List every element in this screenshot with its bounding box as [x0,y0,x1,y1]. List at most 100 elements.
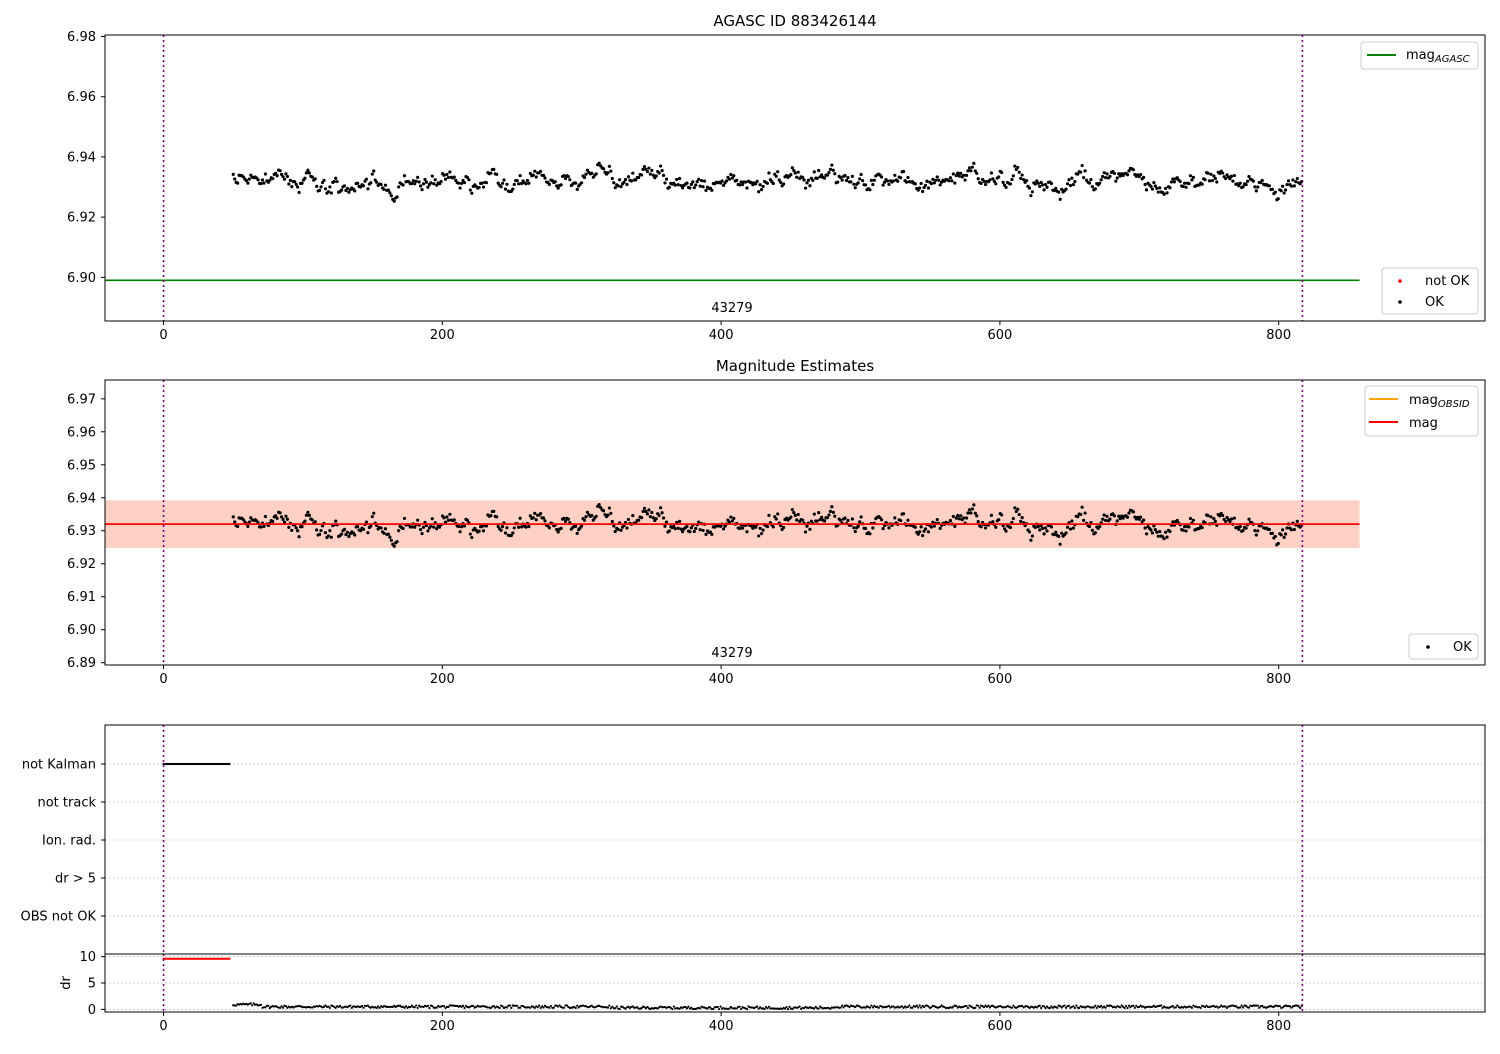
ok-point [597,161,601,165]
not-kalman-point [168,762,171,766]
ok-point [660,168,664,173]
ok-point [275,174,279,178]
dr-large-point [194,957,197,960]
ok-point [524,182,528,186]
ok-point [619,184,623,189]
ok-point [1004,529,1008,533]
ok-point [1206,514,1210,518]
dr-point [914,1005,917,1008]
ok-point [793,513,797,517]
ok-point [918,186,922,190]
ok-point [1013,506,1017,510]
ok-point [1022,178,1026,182]
magnitude-y-tick-label: 6.97 [67,392,96,407]
ok-point [477,529,481,533]
dr-point [915,1004,918,1007]
ok-point [1043,526,1048,530]
dr-point [1261,1004,1264,1008]
ok-point [326,190,330,194]
ok-point [395,539,399,544]
ok-point [817,168,821,173]
ok-point [1150,187,1155,191]
ok-point [366,531,370,535]
dr-large-point [222,957,225,960]
dr-large-point [191,957,194,960]
ok-point [470,535,474,540]
ok-point [612,181,616,185]
ok-point [964,173,969,177]
dr-point [394,1006,397,1009]
dr-point [1072,1005,1075,1008]
ok-point [934,178,938,182]
dr-large-point [171,957,174,960]
ok-point [528,514,532,518]
ok-point [932,181,936,185]
ok-point [519,525,524,529]
dr-point [716,1005,719,1009]
ok-point [919,181,923,186]
ok-point [647,166,651,170]
ok-point [761,184,765,189]
dr-point [817,1007,820,1010]
dr-point [901,1005,904,1008]
dr-point [738,1005,741,1008]
ok-point [710,188,714,192]
ok-point [418,527,423,532]
magnitude-y-tick-label: 6.91 [67,590,96,605]
ok-point [1030,190,1034,194]
ok-point [345,186,350,191]
ok-point [701,185,705,189]
ok-point [970,165,974,169]
ok-point [831,510,835,514]
ok-point [858,520,862,524]
ok-point [500,181,505,185]
ok-point [1273,534,1277,538]
dr-large-point [168,957,171,960]
ok-point [1153,184,1157,188]
ok-point [619,528,623,532]
ok-point [645,170,650,174]
ok-point [779,180,783,184]
magnitude-x-tick-label: 600 [987,672,1012,687]
ok-point [402,516,407,521]
ok-point [1112,514,1116,518]
dr-point [813,1007,816,1010]
ok-point [689,182,693,186]
dr-point [927,1005,930,1008]
ok-point [1253,185,1257,189]
dr-point [671,1007,674,1011]
ok-point [743,180,748,184]
dr-point [1242,1006,1245,1009]
dr-point [930,1006,933,1009]
dr-y-tick-label: 0 [88,1003,96,1018]
ok-point [1030,534,1034,538]
ok-point [645,512,650,516]
ok-point [956,513,960,518]
ok-point [846,518,850,523]
ok-point [279,515,284,519]
ok-point [370,172,374,176]
ok-point [679,183,683,188]
ok-point [290,185,294,189]
ok-point [1042,188,1046,192]
ok-point [527,524,531,529]
ok-point [680,186,685,190]
not-kalman-point [205,762,208,766]
ok-point [366,187,370,191]
dr-point [267,1004,270,1008]
ok-point [1295,176,1299,181]
ok-point [650,168,654,172]
ok-point [590,514,594,518]
ok-point [1035,179,1039,183]
ok-point [992,179,996,184]
ok-point [1010,177,1014,182]
dr-point [1104,1006,1107,1009]
ok-point [774,174,778,178]
dr-point [1190,1006,1194,1009]
ok-point [429,524,433,528]
ok-point [353,189,357,193]
ok-point [511,187,515,191]
dr-point [978,1006,981,1009]
ok-point [1060,187,1064,191]
